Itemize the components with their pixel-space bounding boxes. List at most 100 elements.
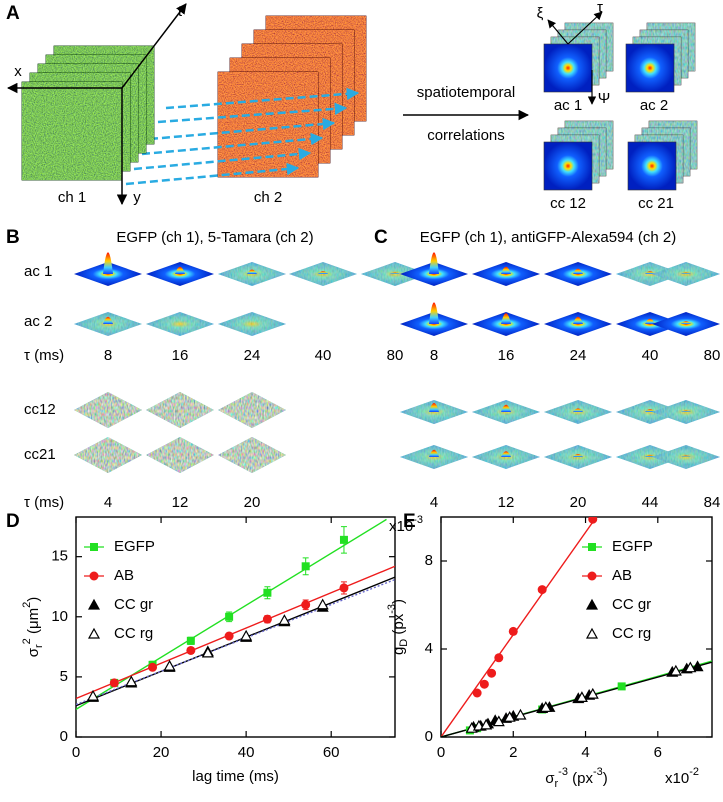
axis-label: y	[133, 189, 141, 206]
surface-plot	[544, 400, 612, 424]
point	[539, 701, 552, 712]
surface-plot	[472, 312, 540, 336]
row-label: cc12	[24, 401, 56, 418]
correlation-arrow	[133, 147, 312, 171]
peak	[429, 403, 439, 412]
x-axis-label-part: -3	[558, 766, 568, 778]
legend-marker	[588, 543, 596, 551]
row-label: ac 2	[24, 313, 52, 330]
legend-label: CC gr	[612, 596, 651, 613]
surface-plot	[472, 262, 540, 286]
panel-label: A	[6, 3, 20, 24]
surface-plot	[544, 262, 612, 286]
row-label: τ (ms)	[24, 494, 64, 511]
frame-texture	[22, 82, 122, 180]
surface-plot	[74, 252, 142, 286]
surface-texture	[218, 437, 286, 473]
channel-label: ch 1	[58, 189, 86, 206]
lag-label: 16	[172, 347, 189, 364]
corr-frame	[625, 43, 675, 93]
y-axis-label-part: 2	[21, 638, 33, 644]
y-axis-label-part: (px	[390, 613, 407, 639]
surface-plot	[74, 312, 142, 336]
point	[684, 661, 697, 673]
lag-label: 40	[315, 347, 332, 364]
axis	[567, 11, 603, 45]
point	[125, 675, 138, 687]
y-axis-label: σr2 (μm2)	[21, 597, 45, 658]
x-tick-label: 0	[72, 744, 80, 761]
surface-plot	[616, 400, 684, 424]
peak	[573, 408, 583, 412]
peak	[681, 410, 691, 412]
surface-plot	[218, 262, 286, 286]
axis-label: ξ	[537, 5, 544, 22]
legend-label: CC rg	[612, 625, 651, 642]
peak	[573, 268, 583, 274]
corr-label: cc 12	[550, 195, 586, 212]
peak	[645, 454, 655, 457]
peak	[103, 252, 113, 274]
surface-plot	[146, 392, 214, 428]
y-axis-label-part: )	[25, 597, 42, 602]
surface-plot	[400, 400, 468, 424]
x-axis-label-part: -3	[593, 766, 603, 778]
correlation-arrow	[165, 87, 360, 110]
legend-marker	[585, 598, 599, 610]
y-tick-label: 0	[425, 728, 433, 745]
y-axis-label: gD (px-3)	[386, 599, 410, 655]
point	[480, 718, 493, 730]
lag-label: 12	[172, 494, 189, 511]
surface-texture	[218, 312, 286, 336]
point	[201, 646, 214, 658]
axis	[547, 19, 569, 45]
surface-plot	[400, 302, 468, 336]
y-axis-label-part: D	[398, 639, 410, 647]
point	[224, 631, 234, 641]
legend-marker	[587, 571, 597, 581]
corr-label: ac 2	[640, 97, 668, 114]
corr-frame	[627, 141, 677, 191]
point	[586, 687, 599, 699]
peak	[501, 404, 511, 412]
peak	[103, 316, 113, 324]
surface-plot	[544, 312, 612, 336]
panel-label: E	[403, 511, 416, 532]
corr-label: cc 21	[638, 195, 674, 212]
surface-plot	[472, 400, 540, 424]
arrow-text: spatiotemporal	[417, 84, 515, 101]
arrow-text: correlations	[427, 127, 505, 144]
y-multiplier: x10-3	[389, 514, 423, 535]
panel-title: EGFP (ch 1), antiGFP-Alexa594 (ch 2)	[420, 229, 677, 246]
peak	[573, 454, 583, 457]
point	[263, 588, 272, 597]
surface-plot	[218, 392, 286, 428]
y-axis-label-part: 2	[21, 602, 33, 608]
surface-texture	[146, 312, 214, 336]
y-tick-label: 0	[60, 728, 68, 745]
panel-label: C	[374, 227, 388, 248]
surface-texture	[74, 437, 142, 473]
legend-label: AB	[114, 567, 134, 584]
point	[163, 659, 176, 671]
y-tick-label: 15	[51, 548, 68, 565]
peak	[501, 313, 511, 324]
lag-label: 80	[704, 347, 721, 364]
lag-label: 24	[244, 347, 261, 364]
point	[617, 682, 626, 691]
point	[537, 585, 547, 595]
point	[669, 664, 682, 676]
surface-plot	[74, 392, 142, 428]
x-multiplier-part: x10	[665, 770, 689, 787]
point	[503, 710, 516, 722]
plot-frame	[75, 516, 396, 738]
x-axis-label-part: r	[555, 778, 559, 790]
row-label: cc21	[24, 446, 56, 463]
peak	[501, 266, 511, 274]
axis	[121, 3, 187, 89]
surface-plot	[218, 312, 286, 336]
surface-plot	[146, 262, 214, 286]
